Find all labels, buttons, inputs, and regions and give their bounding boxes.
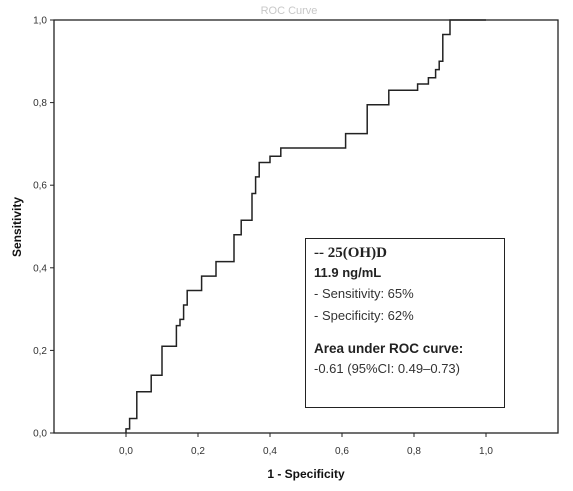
y-tick-label: 0,0 <box>33 429 47 440</box>
x-tick-label: 0,0 <box>119 446 133 457</box>
annotation-cutoff: 11.9 ng/mL <box>314 265 382 280</box>
x-tick-label: 1,0 <box>479 446 493 457</box>
y-axis-ticks: 0,0 0,2 0,4 0,6 0,8 1,0 <box>33 16 54 440</box>
x-tick-label: 0,2 <box>191 446 205 457</box>
annotation-box: -- 25(OH)D 11.9 ng/mL - Sensitivity: 65%… <box>305 238 505 408</box>
annotation-specificity: - Specificity: 62% <box>314 308 414 323</box>
chart-title: ROC Curve <box>261 5 318 17</box>
y-tick-label: 0,8 <box>33 98 47 109</box>
annotation-sensitivity: - Sensitivity: 65% <box>314 286 414 301</box>
annotation-auc-value: -0.61 (95%CI: 0.49–0.73) <box>314 361 460 376</box>
y-tick-label: 0,4 <box>33 263 47 274</box>
x-tick-label: 0,4 <box>263 446 277 457</box>
y-tick-label: 0,6 <box>33 181 47 192</box>
series-layer <box>125 19 486 433</box>
plot-frame <box>53 19 559 434</box>
x-axis-title: 1 - Specificity <box>267 467 345 481</box>
x-tick-label: 0,6 <box>335 446 349 457</box>
annotation-auc-title: Area under ROC curve: <box>314 341 464 356</box>
x-tick-label: 0,8 <box>407 446 421 457</box>
y-tick-label: 1,0 <box>33 16 47 27</box>
x-axis-ticks: 0,0 0,2 0,4 0,6 0,8 1,0 <box>119 433 493 457</box>
roc-curve-line <box>125 19 486 433</box>
annotation-header: -- 25(OH)D <box>314 245 387 261</box>
y-tick-label: 0,2 <box>33 346 47 357</box>
y-axis-title: Sensitivity <box>10 197 24 257</box>
